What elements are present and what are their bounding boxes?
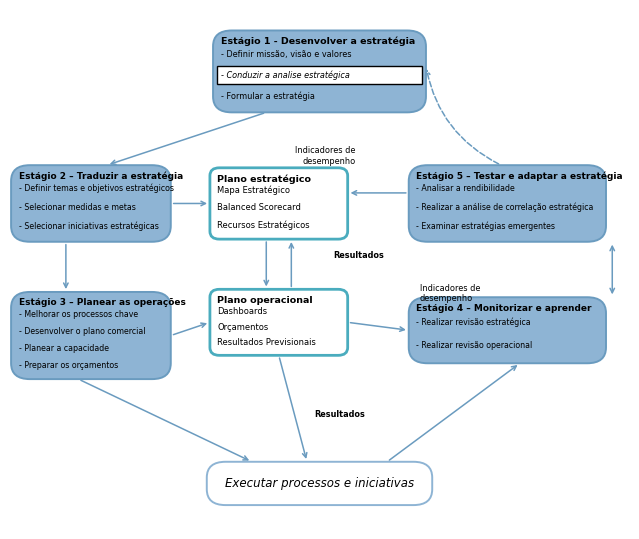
Text: Estágio 1 - Desenvolver a estratégia: Estágio 1 - Desenvolver a estratégia	[220, 37, 415, 46]
Text: - Conduzir a analise estratégica: - Conduzir a analise estratégica	[220, 71, 350, 80]
Text: Estágio 5 – Testar e adaptar a estratégia: Estágio 5 – Testar e adaptar a estratégi…	[416, 171, 623, 181]
Text: Balanced Scorecard: Balanced Scorecard	[217, 203, 302, 212]
FancyBboxPatch shape	[409, 297, 606, 363]
Text: Estágio 2 – Traduzir a estratégia: Estágio 2 – Traduzir a estratégia	[19, 171, 183, 181]
Text: Recursos Estratégicos: Recursos Estratégicos	[217, 220, 310, 230]
Text: - Realizar a análise de correlação estratégica: - Realizar a análise de correlação estra…	[416, 203, 594, 212]
Text: - Examinar estratégias emergentes: - Examinar estratégias emergentes	[416, 222, 555, 231]
Text: Plano operacional: Plano operacional	[217, 296, 313, 305]
Text: - Definir missão, visão e valores: - Definir missão, visão e valores	[220, 50, 351, 59]
Text: - Selecionar iniciativas estratégicas: - Selecionar iniciativas estratégicas	[19, 222, 158, 231]
Text: Executar processos e iniciativas: Executar processos e iniciativas	[225, 477, 414, 490]
FancyBboxPatch shape	[207, 462, 432, 505]
Text: - Realizar revisão operacional: - Realizar revisão operacional	[416, 341, 532, 349]
Text: - Realizar revisão estratégica: - Realizar revisão estratégica	[416, 317, 531, 327]
Text: Plano estratégico: Plano estratégico	[217, 174, 311, 184]
Text: Resultados: Resultados	[314, 410, 366, 419]
Text: Indicadores de
desempenho: Indicadores de desempenho	[295, 146, 356, 165]
Text: Estágio 4 – Monitorizar e aprender: Estágio 4 – Monitorizar e aprender	[416, 303, 592, 313]
FancyBboxPatch shape	[11, 165, 171, 242]
Text: Resultados: Resultados	[334, 251, 384, 260]
Text: Resultados Previsionais: Resultados Previsionais	[217, 338, 316, 347]
FancyBboxPatch shape	[210, 289, 348, 355]
Text: Mapa Estratégico: Mapa Estratégico	[217, 186, 291, 195]
Text: Estágio 3 – Planear as operações: Estágio 3 – Planear as operações	[19, 298, 185, 307]
FancyBboxPatch shape	[213, 31, 426, 112]
FancyBboxPatch shape	[409, 165, 606, 242]
Text: - Analisar a rendibilidade: - Analisar a rendibilidade	[416, 184, 515, 193]
Text: - Melhorar os processos chave: - Melhorar os processos chave	[19, 310, 138, 319]
Text: - Planear a capacidade: - Planear a capacidade	[19, 344, 109, 353]
FancyBboxPatch shape	[210, 168, 348, 239]
Text: - Selecionar medidas e metas: - Selecionar medidas e metas	[19, 203, 135, 212]
Text: Dashboards: Dashboards	[217, 307, 268, 316]
Text: - Definir temas e objetivos estratégicos: - Definir temas e objetivos estratégicos	[19, 184, 174, 194]
FancyBboxPatch shape	[217, 66, 422, 84]
Text: - Formular a estratégia: - Formular a estratégia	[220, 91, 314, 101]
Text: Orçamentos: Orçamentos	[217, 323, 268, 331]
FancyBboxPatch shape	[11, 292, 171, 379]
Text: - Desenvolver o plano comercial: - Desenvolver o plano comercial	[19, 327, 145, 336]
Text: Indicadores de
desempenho: Indicadores de desempenho	[420, 284, 480, 303]
Text: - Preparar os orçamentos: - Preparar os orçamentos	[19, 361, 118, 370]
